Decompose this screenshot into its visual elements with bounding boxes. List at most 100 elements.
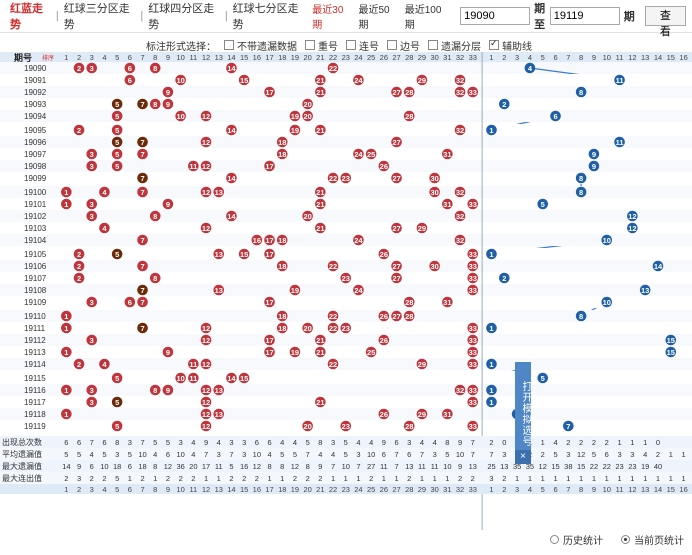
red-ball-number: 33 (469, 274, 477, 283)
period-100[interactable]: 最近100期 (404, 5, 442, 31)
issue-number: 19103 (24, 224, 47, 233)
option-consecutive[interactable]: 连号 (346, 38, 379, 53)
red-ball-number: 19 (291, 286, 299, 295)
red-header-number: 11 (189, 53, 197, 62)
red-ball-number: 2 (77, 250, 81, 259)
radio-icon[interactable] (621, 534, 630, 544)
search-button[interactable]: 查 看 (644, 6, 686, 38)
red-ball-number: 1 (64, 324, 68, 333)
option-layered[interactable]: 遗漏分层 (428, 38, 481, 53)
blue-header-number: 9 (592, 53, 596, 62)
option-guide-lines[interactable]: 辅助线 (489, 38, 532, 53)
stats-value: 1 (656, 474, 660, 483)
blue-header-number: 12 (628, 53, 636, 62)
simulate-pick-panel[interactable]: 打开模拟选号 (515, 362, 531, 462)
red-ball-number: 33 (469, 422, 477, 431)
red-ball (289, 110, 301, 122)
stats-label: 最大连出值 (2, 473, 42, 483)
radio-icon[interactable] (550, 534, 559, 544)
checkbox-icon[interactable] (428, 40, 438, 50)
red-ball (162, 98, 174, 110)
red-header-number: 16 (253, 485, 261, 494)
red-ball (99, 222, 110, 234)
red-ball (467, 248, 479, 260)
red-ball (137, 136, 148, 148)
red-ball-number: 14 (227, 64, 236, 73)
stats-value: 2 (566, 438, 570, 447)
red-header-number: 14 (227, 485, 235, 494)
red-ball-number: 7 (140, 174, 144, 183)
red-ball-number: 8 (153, 274, 157, 283)
checkbox-icon[interactable] (489, 38, 499, 50)
red-ball (315, 334, 326, 346)
red-ball (315, 346, 326, 358)
stats-value: 4 (356, 438, 360, 447)
checkbox-icon[interactable] (305, 40, 315, 50)
option-no-omission[interactable]: 不带遗漏数据 (224, 38, 297, 53)
red-ball-number: 18 (278, 324, 286, 333)
red-ball-number: 3 (90, 212, 94, 221)
stats-value: 1 (445, 474, 449, 483)
red-ball (86, 334, 98, 346)
red-ball (454, 124, 466, 136)
blue-header-number: 6 (553, 485, 557, 494)
red-ball (238, 74, 250, 86)
checkbox-icon[interactable] (387, 40, 397, 50)
red-ball (391, 222, 402, 234)
red-ball-number: 33 (469, 324, 477, 333)
period-50[interactable]: 最近50期 (358, 5, 390, 31)
red-ball (175, 74, 186, 86)
red-ball-number: 2 (77, 64, 81, 73)
stats-value: 1 (617, 474, 621, 483)
red-ball (61, 346, 72, 358)
stats-value: 9 (318, 462, 322, 471)
red-ball (467, 420, 479, 432)
blue-ball-number: 10 (603, 236, 611, 245)
option-page-stats[interactable]: 当前页统计 (621, 532, 684, 547)
red-header-number: 21 (316, 53, 324, 62)
checkbox-icon[interactable] (346, 40, 356, 50)
blue-ball-number: 6 (553, 112, 557, 121)
stats-value: 1 (331, 474, 335, 483)
red-ball-number: 31 (443, 410, 451, 419)
red-ball-number: 13 (215, 250, 223, 259)
red-ball (416, 74, 428, 86)
stats-value: 1 (669, 474, 673, 483)
red-header-number: 2 (77, 485, 81, 494)
red-ball-number: 11 (189, 360, 197, 369)
tab-red-three-zone[interactable]: 红球三分区走势 (63, 3, 130, 31)
tab-red-four-zone[interactable]: 红球四分区走势 (148, 3, 215, 31)
stats-value: 2 (179, 474, 183, 483)
red-ball-number: 12 (202, 188, 210, 197)
range-from-input[interactable] (460, 7, 531, 25)
red-header-number: 13 (215, 485, 223, 494)
red-ball (315, 396, 326, 408)
option-repeat[interactable]: 重号 (305, 38, 338, 53)
red-ball-number: 5 (115, 100, 119, 109)
stats-value: 3 (242, 438, 246, 447)
range-to-input[interactable] (549, 7, 620, 25)
close-icon[interactable]: × (515, 450, 531, 464)
red-ball-number: 26 (380, 312, 388, 321)
red-ball-number: 32 (456, 386, 464, 395)
red-header-number: 8 (153, 53, 157, 62)
stats-value: 11 (418, 462, 426, 471)
stats-value: 1 (217, 474, 221, 483)
checkbox-icon[interactable] (224, 40, 234, 50)
option-edge[interactable]: 边号 (387, 38, 420, 53)
red-ball-number: 18 (278, 262, 286, 271)
red-header-number: 15 (240, 53, 248, 62)
issue-number: 19098 (24, 162, 47, 171)
stats-value: 6 (407, 450, 411, 459)
tab-red-blue[interactable]: 红蓝走势 (10, 3, 43, 31)
red-header-number: 31 (443, 53, 451, 62)
red-header-number: 20 (303, 53, 311, 62)
blue-ball (614, 136, 625, 148)
red-header-number: 32 (456, 53, 464, 62)
red-ball-number: 5 (115, 250, 119, 259)
stats-value: 35 (526, 462, 534, 471)
red-ball (315, 198, 326, 210)
tab-red-seven-zone[interactable]: 红球七分区走势 (232, 3, 299, 31)
option-history-stats[interactable]: 历史统计 (550, 532, 603, 547)
period-30[interactable]: 最近30期 (312, 5, 344, 31)
